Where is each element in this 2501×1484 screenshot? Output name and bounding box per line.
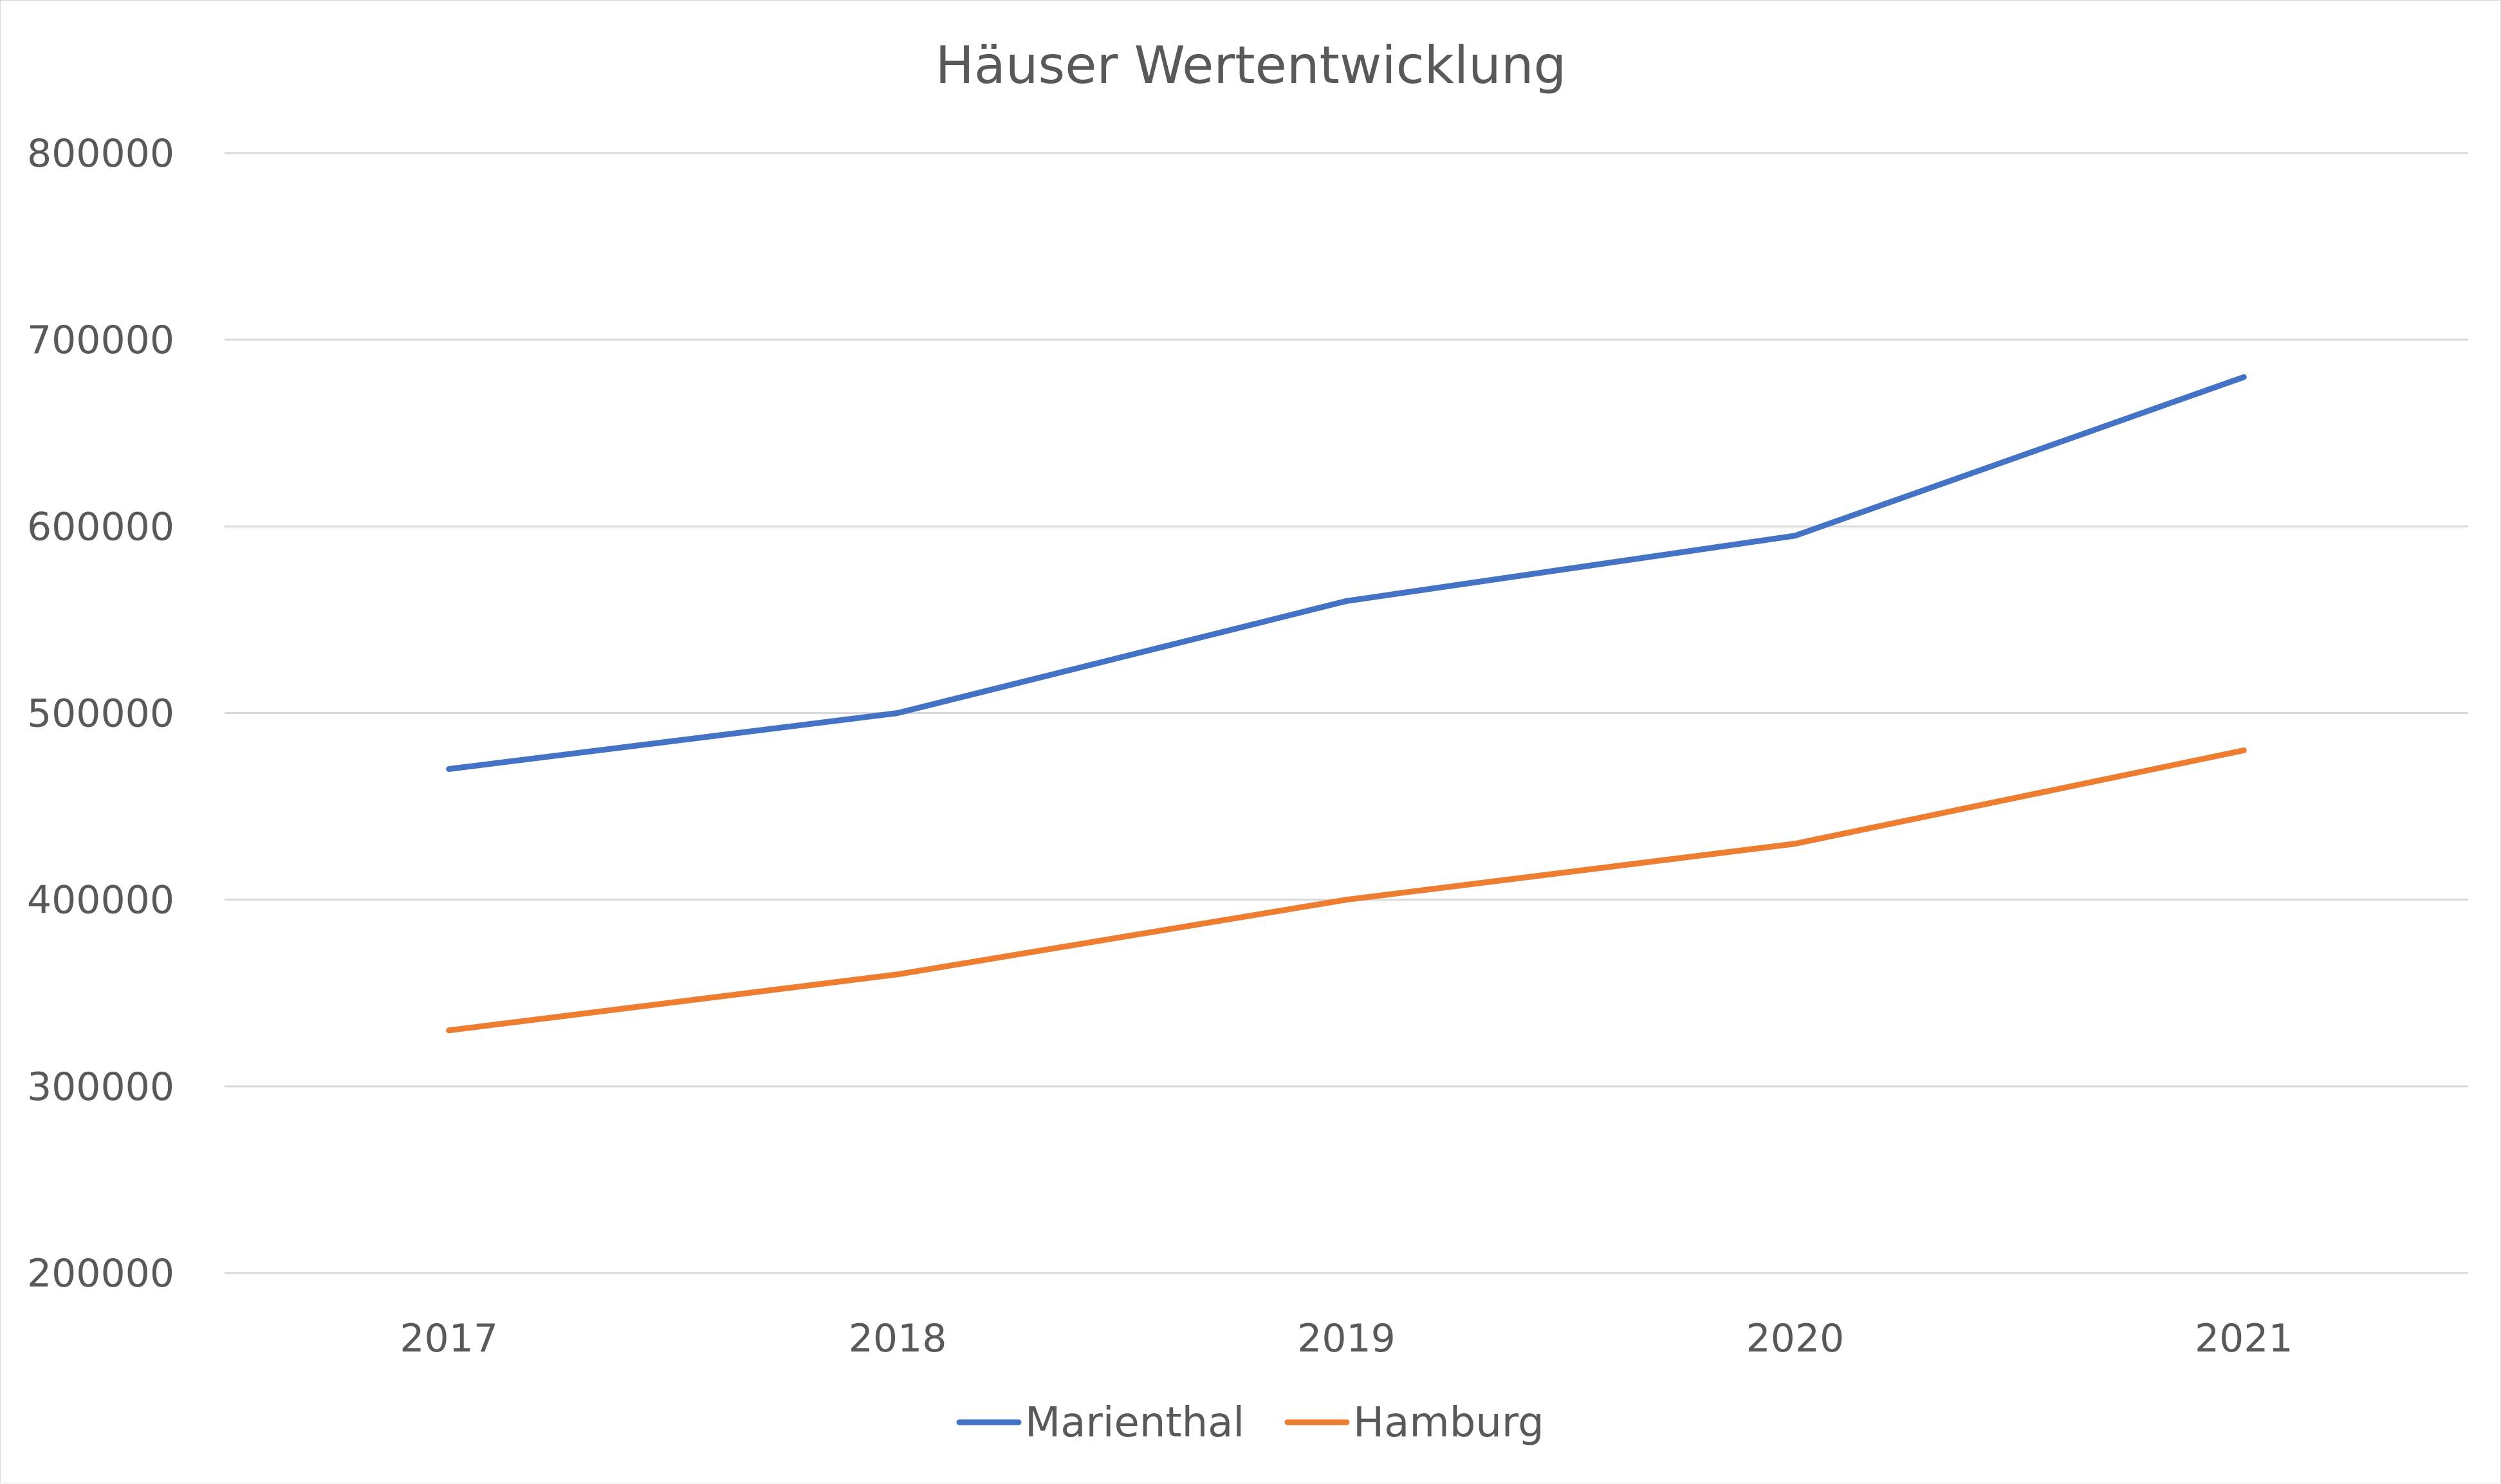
x-tick-label-2017: 2017: [400, 1316, 498, 1361]
x-axis-ticks: 2017 2018 2019 2020 2021: [400, 1316, 2293, 1361]
legend-label-hamburg: Hamburg: [1353, 1399, 1544, 1447]
y-tick-label-200000: 200000: [27, 1251, 174, 1296]
series-lines: [446, 374, 2247, 1034]
x-tick-label-2018: 2018: [849, 1316, 947, 1361]
y-tick-label-800000: 800000: [27, 131, 174, 176]
series-line-hamburg: [446, 747, 2247, 1034]
legend: Marienthal Hamburg: [956, 1399, 1544, 1447]
y-axis-ticks: 200000 300000 400000 500000 600000 700000 8000…: [27, 131, 174, 1296]
y-tick-label-600000: 600000: [27, 504, 174, 549]
y-tick-label-500000: 500000: [27, 692, 174, 737]
chart-title: Häuser Wertentwicklung: [936, 35, 1567, 95]
gridlines: [225, 152, 2468, 1274]
x-tick-label-2020: 2020: [1746, 1316, 1845, 1361]
y-tick-label-400000: 400000: [27, 878, 174, 923]
x-tick-label-2019: 2019: [1297, 1316, 1396, 1361]
y-tick-label-700000: 700000: [27, 318, 174, 363]
series-line-marienthal: [446, 374, 2247, 772]
y-tick-label-300000: 300000: [27, 1065, 174, 1110]
legend-label-marienthal: Marienthal: [1025, 1399, 1244, 1447]
x-tick-label-2021: 2021: [2195, 1316, 2293, 1361]
